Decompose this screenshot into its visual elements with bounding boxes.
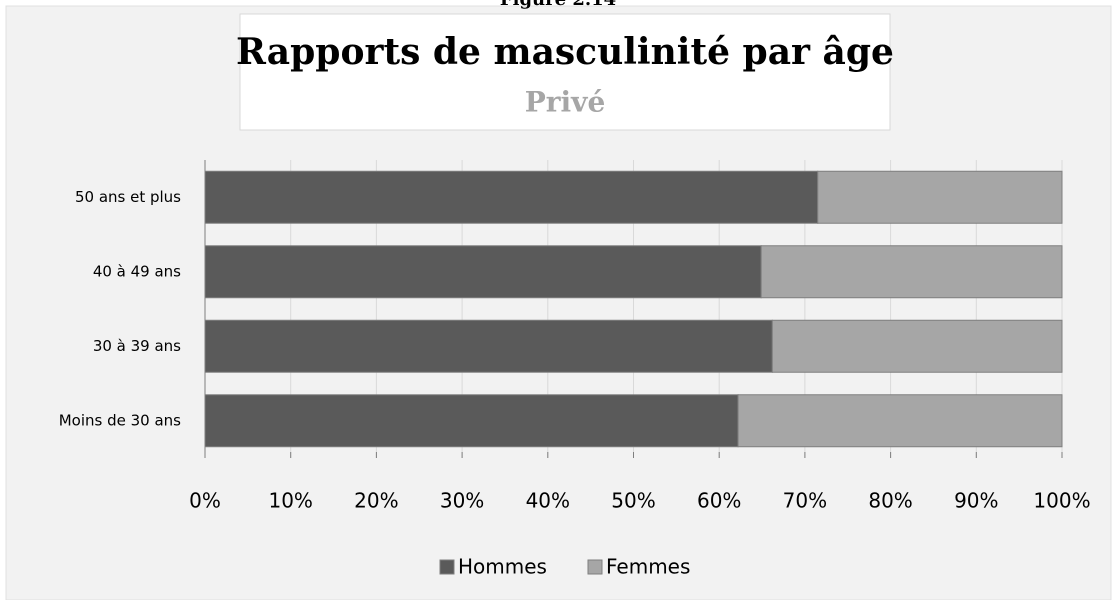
- y-tick-label: 30 à 39 ans: [93, 337, 181, 355]
- bar-segment: [204, 394, 739, 448]
- y-tick-label: 50 ans et plus: [75, 188, 181, 206]
- x-tick-label: 50%: [611, 489, 655, 513]
- legend-label: Hommes: [458, 555, 547, 579]
- x-tick-label: 80%: [868, 489, 912, 513]
- bar-segment: [771, 319, 1063, 373]
- bar-segment: [204, 319, 773, 373]
- legend-swatch: [587, 559, 603, 575]
- bar-segment: [204, 170, 819, 224]
- figure-label: Figure 2.14: [500, 0, 616, 10]
- legend-swatch: [439, 559, 455, 575]
- bar-segment: [737, 394, 1063, 448]
- x-tick-label: 30%: [440, 489, 484, 513]
- legend-label: Femmes: [606, 555, 690, 579]
- x-tick-label: 90%: [954, 489, 998, 513]
- x-tick-label: 20%: [354, 489, 398, 513]
- x-tick-label: 70%: [783, 489, 827, 513]
- chart-subtitle: Privé: [525, 86, 606, 119]
- x-tick-label: 100%: [1033, 489, 1090, 513]
- y-tick-label: Moins de 30 ans: [59, 411, 181, 429]
- bar-segment: [817, 170, 1063, 224]
- chart-title: Rapports de masculinité par âge: [236, 31, 894, 73]
- x-tick-label: 0%: [189, 489, 221, 513]
- y-tick-label: 40 à 49 ans: [93, 262, 181, 280]
- bar-segment: [760, 245, 1063, 299]
- x-tick-label: 40%: [526, 489, 570, 513]
- bar-segment: [204, 245, 762, 299]
- x-tick-label: 60%: [697, 489, 741, 513]
- title-box: [239, 13, 891, 131]
- x-tick-label: 10%: [268, 489, 312, 513]
